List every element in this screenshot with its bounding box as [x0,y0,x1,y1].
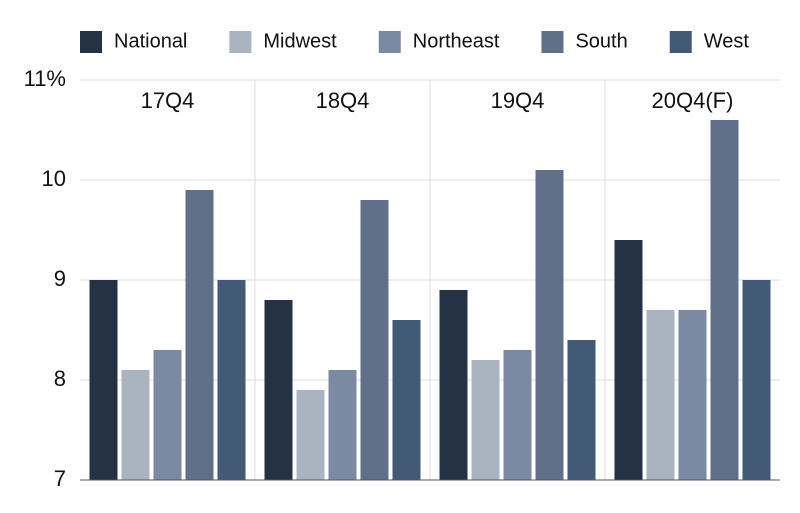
legend-swatch [80,31,102,53]
legend-swatch [541,31,564,53]
bar [614,240,643,480]
legend-label: South [575,30,627,52]
category-label: 18Q4 [316,88,370,113]
bar [153,350,182,480]
category-label: 17Q4 [141,88,195,113]
bar [678,310,707,480]
bar [264,300,293,480]
bar [392,320,421,480]
y-tick-label: 10 [42,166,66,191]
bar [360,200,389,480]
legend-swatch [229,31,252,53]
bar [503,350,532,480]
bar [535,170,564,480]
legend-label: National [114,30,187,52]
y-tick-label: 8 [54,366,66,391]
bar [439,290,468,480]
bar [710,120,739,480]
bar [296,390,325,480]
category-label: 20Q4(F) [652,88,734,113]
legend-swatch [669,31,692,53]
bar [471,360,500,480]
bar [185,190,214,480]
bar [646,310,675,480]
bar [89,280,118,480]
legend-label: Northeast [413,30,500,52]
bar [567,340,596,480]
legend-swatch [378,31,401,53]
bar [217,280,246,480]
y-tick-label: 9 [54,266,66,291]
legend-label: Midwest [263,30,337,52]
legend-label: West [704,30,750,52]
bar [121,370,150,480]
y-tick-label: 7 [54,466,66,491]
y-tick-label: 11% [24,66,66,91]
bar [328,370,357,480]
category-label: 19Q4 [491,88,545,113]
bar [742,280,771,480]
